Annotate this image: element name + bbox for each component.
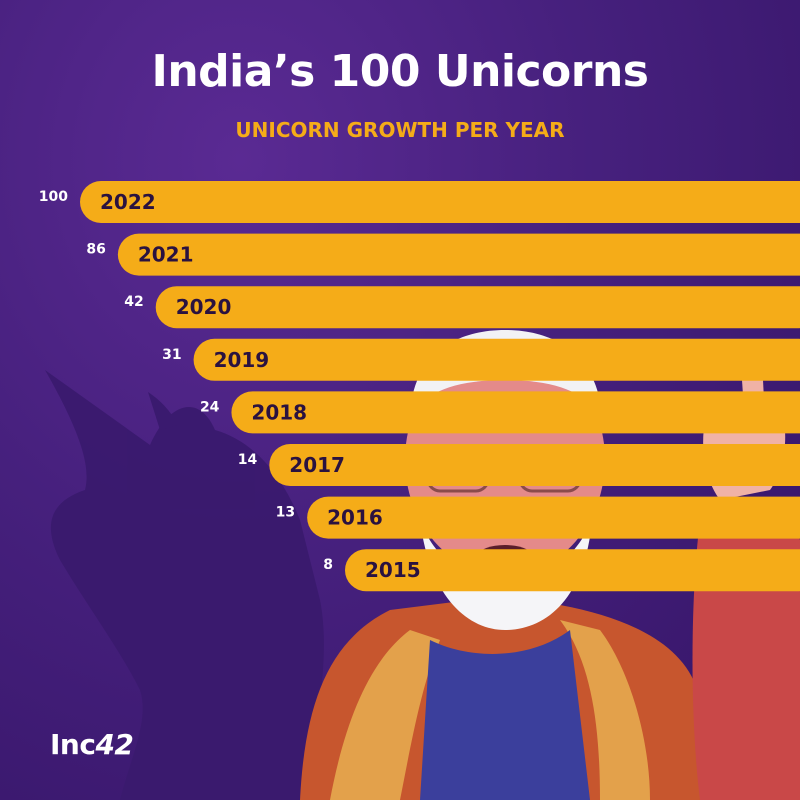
bar-2017 (269, 444, 800, 486)
bar-row: 2015 8 (323, 549, 800, 592)
category-label: 2022 (100, 190, 156, 214)
bar-2018 (231, 391, 800, 434)
value-label: 86 (86, 242, 105, 258)
brand-logo-text: Inc (50, 728, 96, 761)
bar-row: 2021 86 (86, 233, 800, 276)
value-label: 8 (323, 557, 333, 573)
value-label: 100 (39, 189, 68, 205)
value-label: 13 (276, 505, 295, 521)
bar-2021 (117, 233, 800, 276)
bar-row: 2018 24 (200, 391, 800, 434)
category-label: 2016 (327, 506, 383, 530)
category-label: 2017 (289, 453, 345, 477)
brand-logo-number: 42 (95, 728, 134, 761)
value-label: 14 (238, 452, 258, 468)
category-label: 2019 (214, 348, 270, 372)
bar-2016 (307, 496, 800, 539)
bar-row: 2019 31 (162, 338, 800, 381)
value-label: 24 (200, 399, 220, 415)
category-label: 2021 (138, 243, 194, 267)
bar-row: 2022 100 (39, 181, 800, 223)
page-title: India’s 100 Unicorns (151, 46, 649, 97)
brand-logo: Inc42 (50, 728, 134, 761)
bar-row: 2020 42 (124, 286, 800, 329)
unicorn-silhouette-icon (45, 370, 324, 800)
bar-2019 (193, 338, 800, 381)
bar-2020 (155, 286, 800, 329)
value-label: 42 (124, 294, 143, 310)
category-label: 2015 (365, 558, 421, 582)
bar-2015 (345, 549, 800, 592)
category-label: 2018 (251, 400, 307, 424)
bar-row: 2017 14 (238, 444, 800, 486)
category-label: 2020 (176, 295, 232, 319)
page-subtitle: UNICORN GROWTH PER YEAR (235, 118, 565, 142)
value-label: 31 (162, 347, 181, 363)
bar-row: 2016 13 (276, 496, 800, 539)
bar-2022 (80, 181, 800, 223)
